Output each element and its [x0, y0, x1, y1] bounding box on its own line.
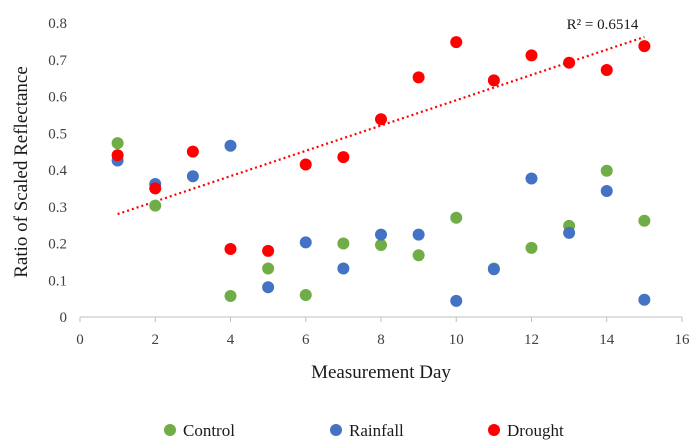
rainfall-data-point: [563, 226, 576, 239]
control-data-point: [638, 214, 651, 227]
y-tick-label: 0.7: [48, 53, 67, 69]
legend-item-rainfall: Rainfall: [330, 421, 404, 440]
legend: Control Rainfall Drought: [164, 421, 564, 440]
rainfall-data-point: [412, 228, 425, 241]
control-data-point: [375, 238, 387, 251]
control-data-point: [149, 199, 162, 212]
legend-label-rainfall: Rainfall: [349, 421, 404, 440]
drought-data-point: [299, 158, 312, 171]
control-data-point: [525, 241, 538, 254]
y-tick-label: 0: [60, 310, 68, 326]
control-data-point: [337, 237, 350, 250]
rainfall-data-point: [525, 172, 538, 185]
rainfall-data-point: [600, 184, 613, 197]
data-points: [111, 36, 651, 307]
rainfall-data-point: [450, 294, 463, 307]
x-axis-ticks: 0 2 4 6 8 10 12 14 16: [76, 317, 690, 348]
rainfall-data-point: [487, 263, 500, 276]
control-data-point: [600, 164, 613, 177]
y-tick-label: 0.6: [48, 90, 67, 106]
drought-data-point: [224, 243, 237, 256]
drought-data-point: [450, 36, 463, 49]
control-data-point: [450, 211, 463, 224]
x-tick-label: 14: [599, 332, 615, 348]
drought-data-point: [111, 149, 124, 162]
x-tick-label: 16: [675, 332, 691, 348]
y-tick-label: 0.8: [48, 16, 67, 32]
y-axis-ticks: 0 0.1 0.2 0.3 0.4 0.5 0.6 0.7 0.8: [48, 16, 67, 326]
legend-marker-rainfall: [330, 424, 342, 436]
control-data-point: [412, 249, 425, 262]
drought-data-point: [186, 145, 199, 158]
rainfall-data-point: [638, 293, 651, 306]
x-tick-label: 2: [152, 332, 160, 348]
legend-label-drought: Drought: [507, 421, 564, 440]
drought-data-point: [638, 40, 651, 53]
x-tick-label: 10: [449, 332, 464, 348]
y-tick-label: 0.4: [48, 163, 67, 179]
rainfall-data-point: [375, 228, 387, 241]
drought-data-point: [375, 113, 387, 126]
drought-data-point: [525, 49, 538, 62]
control-data-point: [262, 262, 275, 275]
drought-data-point: [149, 182, 162, 195]
legend-item-control: Control: [164, 421, 235, 440]
drought-data-point: [262, 244, 275, 257]
x-tick-label: 8: [377, 332, 385, 348]
drought-data-point: [412, 71, 425, 84]
legend-item-drought: Drought: [488, 421, 564, 440]
control-data-point: [299, 288, 312, 301]
drought-data-point: [337, 151, 350, 164]
legend-marker-drought: [488, 424, 500, 436]
r-squared-annotation: R² = 0.6514: [567, 17, 639, 33]
legend-marker-control: [164, 424, 176, 436]
y-tick-label: 0.2: [48, 237, 67, 253]
y-axis-title: Ratio of Scaled Reflectance: [11, 66, 32, 278]
y-tick-label: 0.5: [48, 126, 67, 142]
drought-data-point: [600, 64, 613, 77]
y-tick-label: 0.3: [48, 200, 67, 216]
legend-label-control: Control: [183, 421, 235, 440]
control-data-point: [224, 290, 237, 303]
rainfall-data-point: [262, 281, 275, 294]
rainfall-data-point: [224, 139, 237, 152]
control-data-point: [111, 137, 124, 150]
rainfall-data-point: [299, 236, 312, 249]
y-tick-label: 0.1: [48, 273, 67, 289]
x-axis-title: Measurement Day: [311, 362, 451, 383]
drought-data-point: [563, 56, 576, 69]
x-tick-label: 4: [227, 332, 235, 348]
rainfall-data-point: [337, 262, 350, 275]
x-tick-label: 0: [76, 332, 84, 348]
drought-data-point: [487, 74, 500, 87]
x-tick-label: 6: [302, 332, 310, 348]
x-tick-label: 12: [524, 332, 539, 348]
rainfall-data-point: [186, 170, 199, 183]
